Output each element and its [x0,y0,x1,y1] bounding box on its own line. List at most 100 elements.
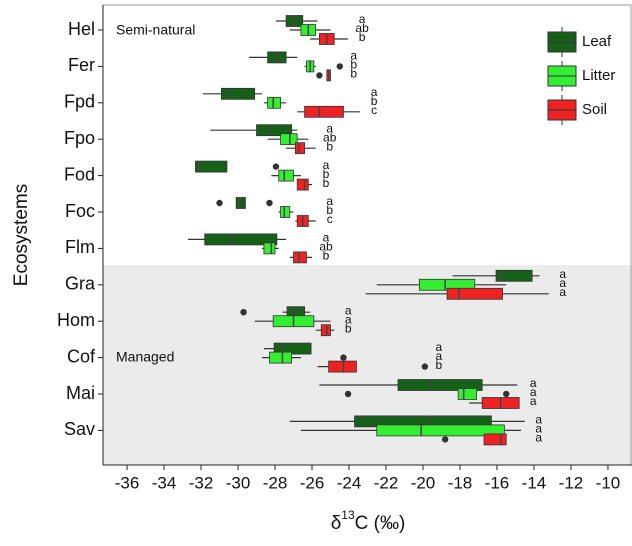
significance-letter: a [535,413,542,427]
y-tick-label: Fpd [64,92,95,112]
x-tick-label: -28 [263,473,288,492]
significance-letter: ab [355,21,369,35]
box [397,379,483,391]
x-tick-label: -12 [559,473,584,492]
significance-letter: a [530,394,537,408]
y-tick-label: Hom [57,310,95,330]
box [235,197,246,209]
x-tick-label: -30 [226,473,251,492]
significance-letter: b [326,139,333,153]
box [285,15,304,27]
box [278,169,294,182]
outlier [216,199,223,207]
significance-letter: a [535,431,542,445]
x-tick-label: -20 [411,473,436,492]
significance-letter: b [326,203,333,217]
significance-letter: c [371,103,377,117]
significance-letter: a [345,312,352,326]
box [294,142,306,155]
box [483,433,507,446]
box [204,233,278,246]
x-tick-label: -24 [337,473,362,492]
annotation: Semi-natural [116,22,195,38]
x-tick-label: -36 [115,473,140,492]
significance-letter: a [371,85,378,99]
y-tick-label: Cof [67,346,96,366]
outlier [316,72,323,79]
x-tick-label: -14 [522,473,547,492]
x-tick-label: -26 [300,473,325,492]
significance-letter: ab [323,130,337,144]
outlier [336,63,343,70]
x-tick-label: -16 [485,473,510,492]
outlier [421,363,429,370]
box [263,242,276,255]
x-tick-label: -22 [374,473,399,492]
y-axis-title: Ecosystems [11,184,32,286]
box [269,351,293,364]
outlier [344,390,352,398]
box [280,133,298,146]
significance-letter: a [326,194,333,208]
significance-letter: a [559,267,566,281]
y-tick-label: Sav [64,419,95,439]
significance-letter: a [435,340,442,354]
box [495,269,533,282]
x-tick-label: -10 [596,473,621,492]
legend-label: Leaf [582,33,612,50]
significance-letter: b [323,176,330,190]
outlier [441,436,449,443]
y-tick-label: Gra [65,274,96,294]
box [304,105,344,118]
significance-letter: a [323,231,330,245]
significance-letter: a [326,121,333,135]
legend-label: Litter [582,67,615,84]
outlier [272,163,280,170]
significance-letter: a [359,12,366,26]
significance-letter: b [371,94,378,108]
box [280,206,291,218]
x-title-suffix: C (‰) [355,513,406,534]
significance-letter: a [535,422,542,436]
y-tick-label: Fod [64,164,95,184]
outlier [503,390,510,398]
y-tick-label: Foc [65,201,95,221]
annotation: Managed [116,349,174,365]
managed-region [103,265,632,465]
box [267,96,281,109]
significance-letter: b [435,358,442,372]
significance-letter: a [559,276,566,290]
box [328,360,357,373]
legend-label: Soil [582,101,607,118]
x-tick-label: -18 [448,473,473,492]
y-tick-label: Flm [65,237,95,257]
box [195,160,228,173]
y-tick-label: Fer [68,55,95,75]
significance-letter: b [323,249,330,263]
significance-letter: b [359,30,366,44]
significance-letter: b [350,67,357,81]
significance-letter: a [435,349,442,363]
box [273,342,312,355]
x-title-sup: 13 [341,508,355,522]
box [293,251,307,264]
box [320,324,331,337]
significance-letter: a [323,158,330,172]
x-title-prefix: δ [331,513,342,534]
box [296,178,309,191]
significance-letter: b [345,321,352,335]
significance-letter: a [345,303,352,317]
significance-letter: a [559,285,566,299]
outlier [240,309,247,316]
outlier [266,199,273,207]
y-tick-label: Hel [68,19,95,39]
significance-letter: c [327,212,333,226]
box [376,424,505,437]
significance-letter: b [323,167,330,181]
box [446,287,503,300]
significance-letter: a [530,385,537,399]
box [457,388,478,400]
outlier [340,354,347,361]
